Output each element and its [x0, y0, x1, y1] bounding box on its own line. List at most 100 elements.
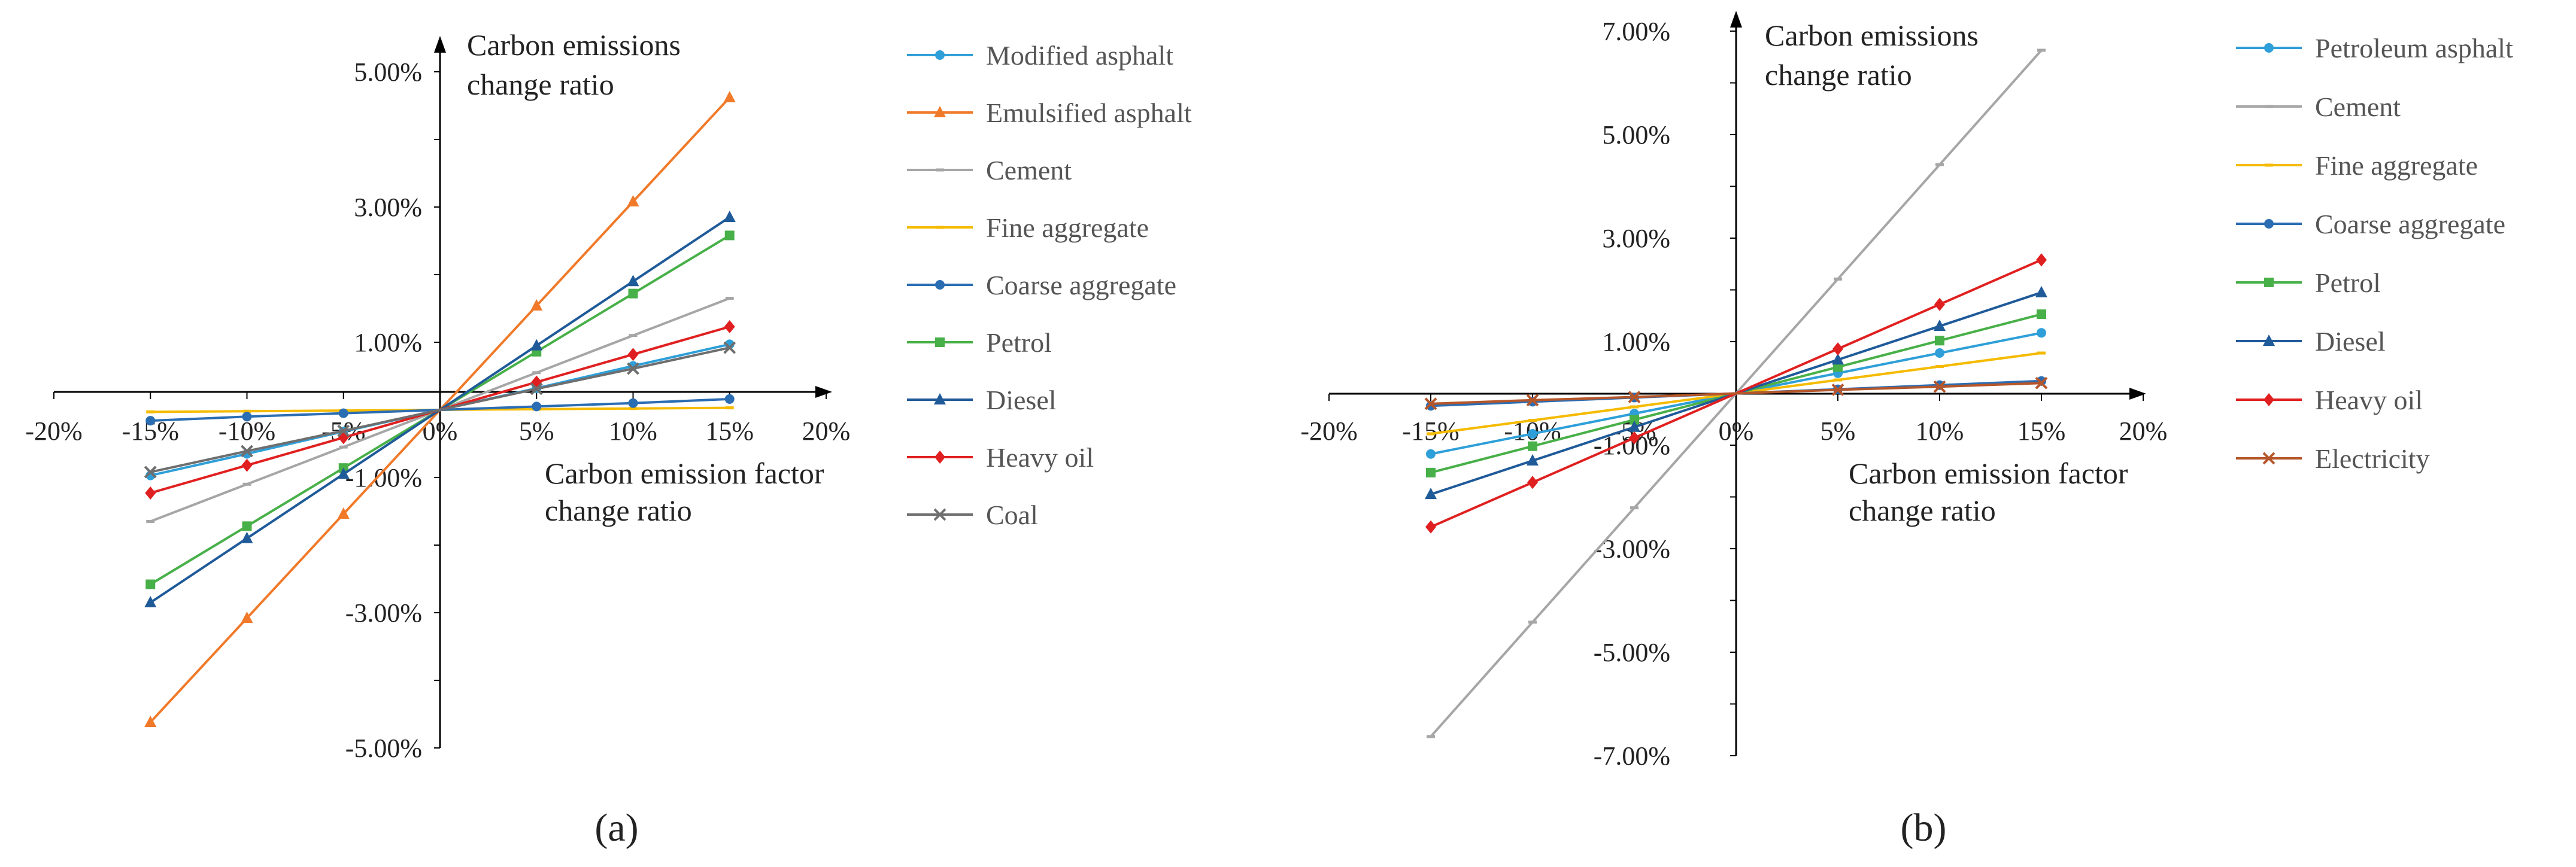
- panel-a-series-petrol-point: [628, 288, 638, 299]
- panel-a-series-diesel-point: [530, 339, 543, 351]
- panel-b-x-tick-label: 5%: [1821, 416, 1856, 446]
- panel-a-series-coal-point: [337, 424, 350, 437]
- panel-b-legend-item-electricity: Electricity: [2236, 443, 2430, 474]
- panel-a-series-emulsified-asphalt-point: [723, 90, 736, 102]
- panel-b-series-petroleum-asphalt-point: [1528, 428, 1537, 439]
- panel-b-legend-label: Diesel: [2315, 326, 2386, 357]
- panel-b-series-diesel-point: [1832, 353, 1844, 365]
- panel-a-series-coarse-aggregate-point: [628, 398, 638, 408]
- panel-a-x-tick-label: 0%: [423, 416, 458, 446]
- panel-b-legend-item-cement: Cement: [2236, 92, 2401, 122]
- panel-a-legend-item-cement: Cement: [907, 155, 1072, 185]
- panel-b-x-tick-label: 10%: [1916, 416, 1964, 446]
- panel-b-series-diesel-point: [1527, 454, 1539, 466]
- panel-b-y-tick-label: 5.00%: [1602, 120, 1670, 150]
- panel-b-legend-marker: [2264, 219, 2274, 229]
- panel-b-series-petrol-point: [1528, 441, 1537, 451]
- panel-a-series-coarse-aggregate-point: [532, 401, 542, 412]
- panel-b-y-axis-title: change ratio: [1765, 58, 1912, 92]
- panel-a-series-emulsified-asphalt-point: [144, 716, 157, 728]
- panel-a-y-tick-label: -3.00%: [345, 598, 422, 628]
- panel-a-y-axis-title: change ratio: [467, 68, 614, 101]
- panel-a-series-petrol-point: [724, 230, 735, 241]
- panel-b-series-petrol-point: [1426, 467, 1436, 477]
- panel-a-label: (a): [594, 806, 638, 850]
- panel-a-series-coarse-aggregate-point: [724, 394, 735, 404]
- panel-b-series-heavy-oil-point: [1832, 342, 1843, 356]
- panel-b: -20%-15%-10%-5%0%5%10%15%20%7.00%5.00%3.…: [1300, 11, 2513, 771]
- panel-b-series-diesel-point: [1425, 488, 1437, 500]
- panel-a-y-tick-label: -1.00%: [345, 463, 422, 492]
- panel-b-y-tick-label: -3.00%: [1594, 534, 1670, 564]
- panel-b-legend-label: Heavy oil: [2315, 385, 2423, 415]
- panel-a-x-axis-title: change ratio: [545, 494, 692, 527]
- panel-b-x-tick-label: 20%: [2119, 416, 2168, 446]
- panel-b-y-axis-title: Carbon emissions: [1765, 19, 1979, 52]
- panel-a-y-tick-label: -5.00%: [345, 734, 422, 763]
- panel-b-legend-marker: [2264, 43, 2274, 53]
- panel-a-series-coarse-aggregate-point: [338, 408, 348, 418]
- panel-a-series-coal-point: [723, 341, 736, 354]
- panel-b-series-electricity-point: [1831, 384, 1844, 396]
- panel-b-legend-label: Fine aggregate: [2315, 150, 2478, 181]
- panel-a-y-tick-label: 3.00%: [354, 193, 422, 222]
- panel-b-y-tick-label: -5.00%: [1594, 638, 1670, 667]
- panel-b-legend-item-heavy-oil: Heavy oil: [2236, 385, 2423, 415]
- panel-b-series-heavy-oil-point: [1629, 431, 1640, 445]
- panel-b-x-axis-arrow: [2129, 388, 2146, 400]
- panel-a-series-emulsified-asphalt-point: [241, 612, 253, 623]
- panel-a-series-coarse-aggregate-point: [145, 416, 156, 426]
- panel-a-legend-marker: [933, 508, 946, 521]
- panel-b-legend-label: Electricity: [2315, 443, 2430, 474]
- panel-a-legend-item-heavy-oil: Heavy oil: [907, 442, 1094, 473]
- panel-b-series-petrol-point: [1935, 336, 1944, 346]
- panel-b-series-petroleum-asphalt-point: [1935, 348, 1944, 358]
- panel-a-legend-marker: [935, 280, 945, 290]
- panel-b-y-tick-label: -7.00%: [1594, 741, 1670, 771]
- panel-b-x-tick-label: 15%: [2017, 416, 2066, 446]
- panel-b-series-petroleum-asphalt-point: [2037, 328, 2046, 338]
- panel-a-y-tick-label: 1.00%: [354, 328, 422, 357]
- panel-a-legend-label: Coarse aggregate: [986, 270, 1176, 300]
- panel-a-series-diesel-point: [627, 275, 639, 287]
- panel-b-legend-item-petrol: Petrol: [2236, 267, 2381, 298]
- panel-a-series-emulsified-asphalt-point: [530, 299, 543, 311]
- panel-a-x-tick-label: 15%: [705, 416, 754, 446]
- panel-a-series-coal-point: [627, 362, 639, 375]
- panel-b-x-axis-title: Carbon emission factor: [1849, 457, 2128, 490]
- panel-a-legend-label: Cement: [986, 155, 1072, 185]
- panel-b-series-diesel-point: [1628, 420, 1640, 432]
- panel-b-y-tick-label: 1.00%: [1602, 327, 1670, 357]
- panel-a-legend-label: Fine aggregate: [986, 212, 1149, 243]
- panel-b-legend-item-coarse-aggregate: Coarse aggregate: [2236, 209, 2505, 239]
- panel-a-series-emulsified-asphalt-point: [337, 507, 350, 519]
- panel-b-series-electricity-point: [1628, 391, 1641, 403]
- panel-b-legend-label: Petroleum asphalt: [2315, 33, 2513, 63]
- panel-a-legend-marker: [934, 106, 946, 117]
- panel-a: -20%-15%-10%-5%0%5%10%15%20%5.00%3.00%1.…: [25, 28, 1192, 763]
- panel-b-legend-item-diesel: Diesel: [2236, 326, 2386, 357]
- panel-b-series-electricity-point: [1526, 394, 1539, 407]
- panel-a-legend-item-fine-aggregate: Fine aggregate: [907, 212, 1149, 243]
- panel-a-x-axis-title: Carbon emission factor: [545, 457, 824, 490]
- panel-a-legend-marker: [934, 451, 945, 464]
- panel-b-series-heavy-oil-point: [1527, 476, 1538, 489]
- panel-b-series-electricity-point: [1424, 397, 1437, 410]
- panel-a-legend-label: Coal: [986, 500, 1038, 530]
- panel-b-series-heavy-oil-point: [1934, 297, 1945, 311]
- panel-b-x-tick-label: 0%: [1719, 416, 1754, 446]
- panel-a-series-coal-point: [241, 445, 253, 458]
- panel-b-legend-marker: [2264, 278, 2274, 287]
- panel-b-series-heavy-oil-point: [1425, 520, 1436, 534]
- panel-a-y-axis-arrow: [434, 36, 446, 53]
- panel-b-series-heavy-oil-point: [2036, 253, 2047, 267]
- panel-a-series-diesel-point: [241, 531, 253, 543]
- panel-b-y-tick-label: 3.00%: [1602, 224, 1670, 253]
- panel-a-series-heavy-oil-point: [724, 320, 735, 334]
- panel-a-series-coal: [144, 341, 736, 479]
- panel-b-legend-item-fine-aggregate: Fine aggregate: [2236, 150, 2478, 181]
- panel-a-series-diesel-point: [723, 210, 736, 222]
- panel-a-y-axis-title: Carbon emissions: [467, 28, 681, 62]
